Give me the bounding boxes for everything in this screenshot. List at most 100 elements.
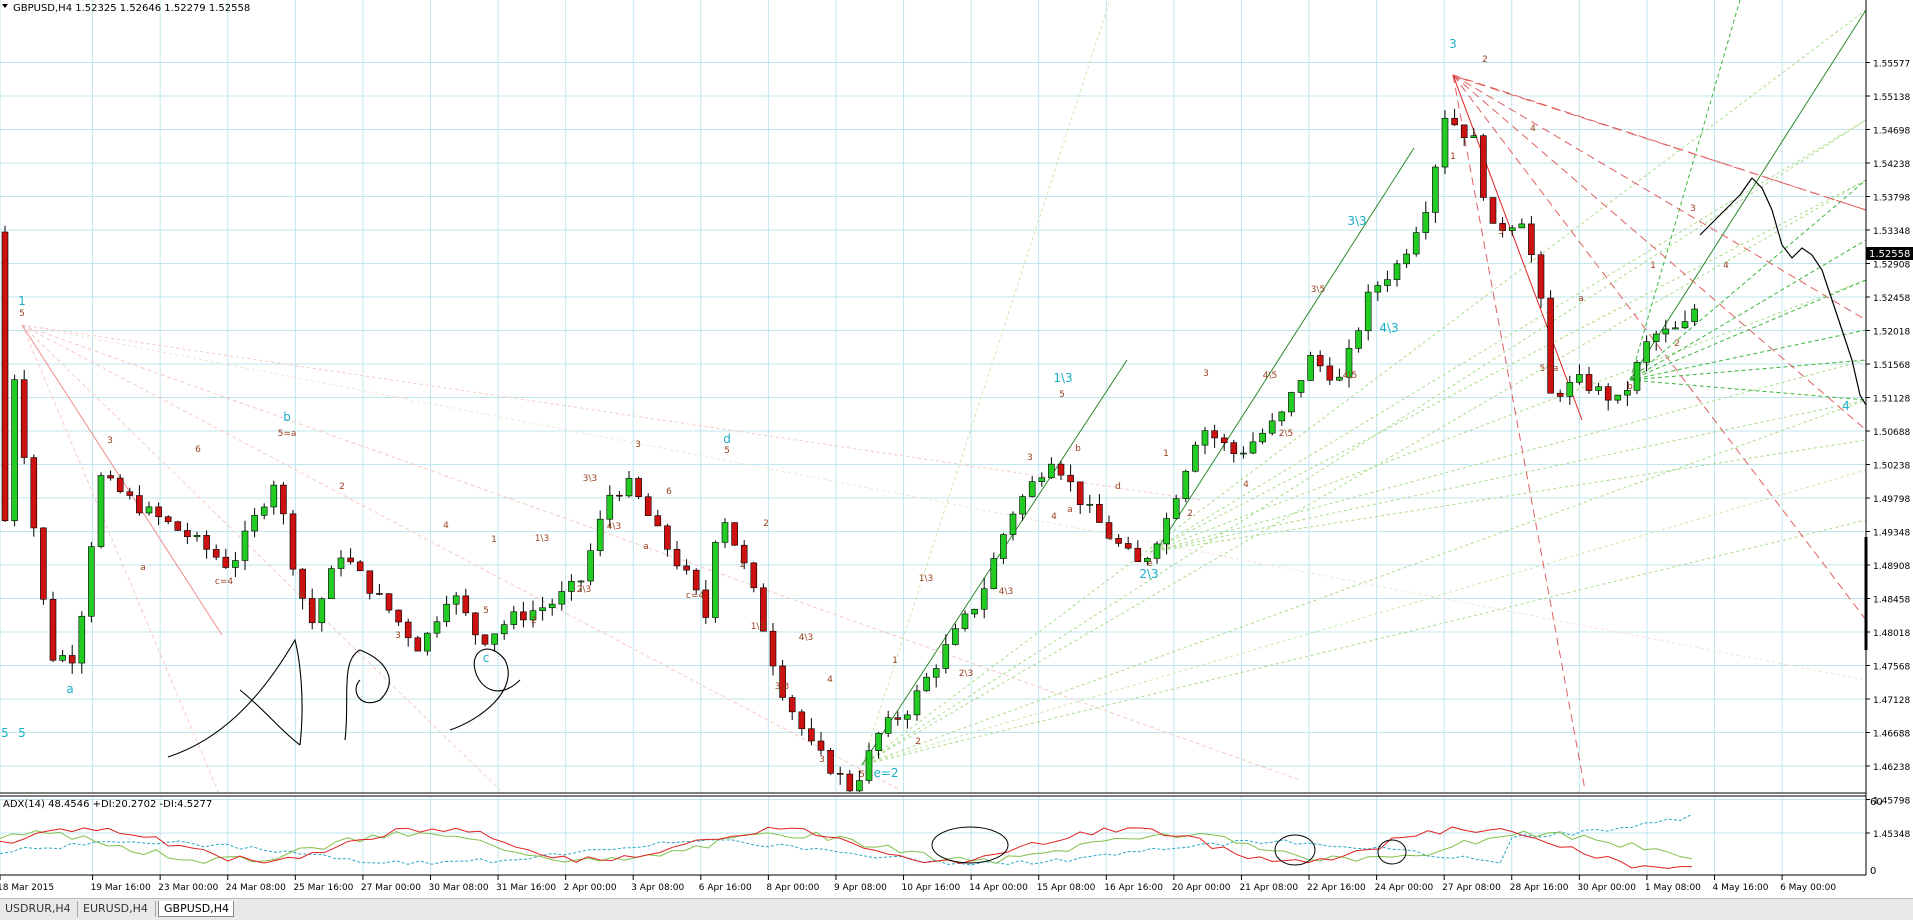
candle-bull: [1576, 374, 1583, 383]
candle-bear: [308, 598, 316, 624]
wave-label-minor: e: [1147, 559, 1153, 569]
candle-bull: [1624, 390, 1631, 396]
wave-label-minor: 1: [299, 591, 305, 601]
candle-bull: [510, 611, 518, 625]
time-tick: 10 Apr 16:00: [902, 883, 961, 893]
candle-bear: [827, 750, 834, 774]
candle-bear: [385, 593, 393, 611]
candle-bear: [366, 570, 374, 594]
candle-bear: [481, 634, 489, 645]
candle-bull: [1336, 376, 1343, 381]
candle-bear: [1460, 124, 1468, 139]
candle-bear: [174, 521, 182, 531]
wave-label-major: 1\3: [1053, 371, 1072, 385]
candle-bull: [1470, 135, 1478, 139]
candle-bear: [760, 587, 767, 632]
tab-eurusd[interactable]: EURUSD,H4: [78, 901, 156, 917]
candle-bull: [1182, 470, 1190, 499]
time-tick: 27 Apr 08:00: [1442, 883, 1501, 893]
candle-bull: [1662, 328, 1670, 335]
wave-label-minor: 4: [1723, 261, 1729, 271]
candle-bear: [1096, 504, 1103, 523]
candle-bull: [1172, 498, 1180, 519]
candle-bull: [884, 717, 892, 734]
candle-bear: [740, 544, 748, 564]
candle-bear: [1489, 197, 1497, 224]
candle-bull: [1192, 444, 1199, 472]
time-tick: 24 Apr 00:00: [1375, 883, 1434, 893]
candle-bull: [1672, 327, 1679, 330]
candle-bear: [1547, 297, 1554, 394]
tab-gbpusd[interactable]: GBPUSD,H4: [158, 901, 234, 917]
candle-bull: [1000, 534, 1007, 559]
candle-bull: [1201, 430, 1209, 446]
wave-label-minor: 5: [859, 770, 865, 780]
candle-bear: [1134, 547, 1142, 563]
candle-bear: [616, 494, 623, 497]
candle-bear: [673, 549, 681, 567]
candlesticks: [1, 108, 1698, 792]
candle-bull: [558, 591, 566, 605]
candle-bull: [11, 379, 18, 522]
wave-label-major: d: [723, 432, 731, 446]
candle-bear: [1537, 254, 1545, 299]
time-tick: 14 Apr 00:00: [969, 883, 1028, 893]
candle-bull: [990, 558, 998, 589]
wave-label-minor: 3\3: [583, 474, 597, 484]
time-tick: 3 Apr 08:00: [631, 883, 684, 893]
tab-usdrur[interactable]: USDRUR,H4: [0, 901, 78, 917]
wave-label-minor: 1: [1650, 261, 1656, 271]
candle-bull: [1652, 333, 1660, 342]
candle-bear: [222, 556, 230, 568]
candle-bull: [1384, 279, 1391, 286]
candle-bull: [875, 733, 882, 752]
price-tick: 1.54238: [1873, 160, 1910, 170]
candle-bear: [836, 773, 844, 775]
time-tick: 30 Apr 00:00: [1577, 883, 1636, 893]
price-tick: 1.48018: [1873, 629, 1910, 639]
candle-bull: [241, 530, 249, 561]
candle-bear: [116, 477, 124, 493]
candle-bear: [203, 535, 210, 550]
candle-bull: [1403, 253, 1410, 265]
candle-bear: [1057, 463, 1065, 476]
price-tick: 1.46688: [1873, 730, 1910, 740]
dropdown-triangle-icon[interactable]: [2, 4, 8, 8]
candle-bull: [904, 714, 911, 720]
wave-label-minor: 2\5: [1279, 429, 1293, 439]
time-tick: 19 Mar 16:00: [91, 883, 151, 893]
minus-di-line: [0, 826, 1693, 869]
wave-label-minor: 4: [1530, 124, 1536, 134]
candle-bull: [1288, 392, 1295, 413]
price-tick: 1.55138: [1873, 93, 1910, 103]
candle-bull: [1048, 463, 1055, 479]
price-tick: 1.53348: [1873, 227, 1910, 237]
candle-bull: [1278, 411, 1286, 422]
svg-text:1.52558: 1.52558: [1869, 249, 1910, 260]
candle-bull: [1038, 477, 1046, 482]
candle-bear: [1230, 442, 1238, 455]
candle-bear: [164, 516, 172, 523]
wave-label-minor: 5=a: [278, 429, 297, 439]
candle-bear: [1, 231, 9, 522]
candle-bull: [932, 668, 940, 678]
time-tick: 25 Mar 16:00: [293, 883, 353, 893]
candle-bull: [625, 478, 633, 497]
candle-bear: [692, 569, 700, 591]
candle-bull: [1412, 232, 1420, 255]
time-tick: 30 Mar 08:00: [428, 883, 488, 893]
indicator-scale-max: 60: [1870, 797, 1883, 808]
candle-bear: [1316, 355, 1324, 367]
wave-label-minor: 4: [1051, 512, 1057, 522]
wave-label-minor: 4\3: [999, 587, 1013, 597]
candle-bull: [337, 557, 345, 569]
time-tick: 4 May 16:00: [1712, 883, 1768, 893]
candle-bull: [1019, 496, 1026, 515]
wave-label-major: 3: [1449, 37, 1457, 51]
candle-bear: [184, 530, 191, 538]
time-tick: 15 Apr 08:00: [1037, 883, 1096, 893]
wave-label-minor: 4: [443, 521, 449, 531]
